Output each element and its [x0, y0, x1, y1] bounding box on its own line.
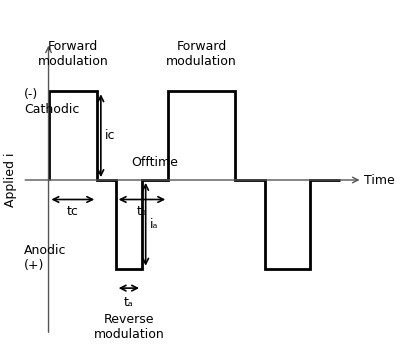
Text: tᴄ: tᴄ [67, 206, 79, 219]
Text: Forward
modulation: Forward modulation [38, 40, 108, 68]
Text: Reverse
modulation: Reverse modulation [94, 313, 164, 341]
Text: Anodic
(+): Anodic (+) [24, 244, 67, 272]
Text: (-)
Cathodic: (-) Cathodic [24, 88, 80, 116]
Text: tₐ: tₐ [124, 296, 134, 309]
Text: Offtime: Offtime [132, 156, 178, 169]
Text: Applied i: Applied i [4, 153, 17, 207]
Text: Forward
modulation: Forward modulation [166, 40, 237, 68]
Text: Time: Time [364, 174, 395, 186]
Text: iᴄ: iᴄ [105, 129, 116, 142]
Text: t₀: t₀ [137, 206, 147, 219]
Text: iₐ: iₐ [150, 218, 158, 231]
